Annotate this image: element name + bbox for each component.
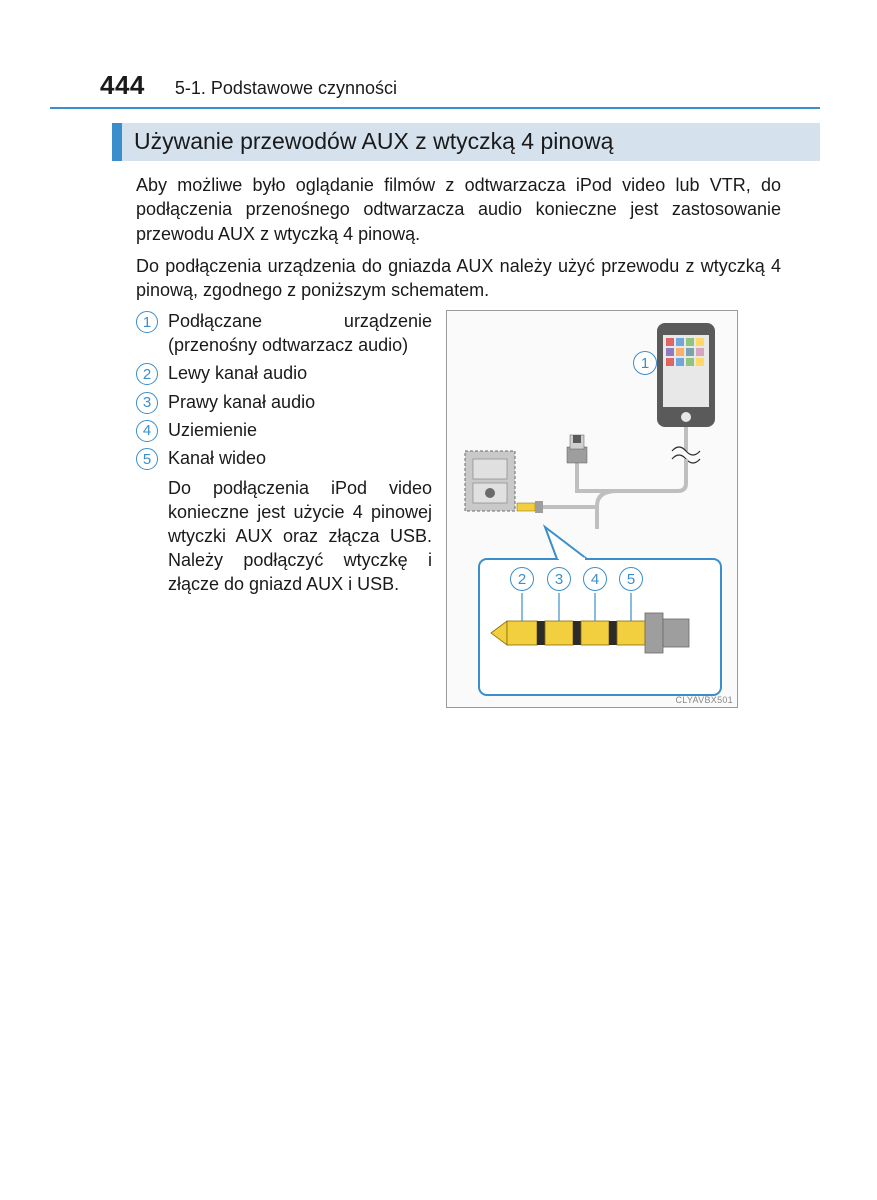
- list-item: 1 Podłączane urządzenie (przenośny odtwa…: [136, 310, 432, 357]
- page-number: 444: [100, 70, 145, 101]
- list-item: 5 Kanał wideo: [136, 447, 432, 470]
- connection-diagram: 1 2 3 4 5 CLYAVBX501: [446, 310, 738, 708]
- list-note: Do podłączenia iPod video konieczne jest…: [168, 476, 432, 597]
- list-number-1: 1: [136, 311, 158, 333]
- list-item: 2 Lewy kanał audio: [136, 362, 432, 385]
- list-number-3: 3: [136, 392, 158, 414]
- legend-column: 1 Podłączane urządzenie (przenośny odtwa…: [136, 310, 432, 708]
- title-accent: [112, 123, 122, 161]
- list-text-5: Kanał wideo: [168, 447, 432, 470]
- diagram-svg: [447, 311, 739, 709]
- section-title-bar: Używanie przewodów AUX z wtyczką 4 pinow…: [112, 123, 820, 161]
- list-item: 4 Uziemienie: [136, 419, 432, 442]
- figure-code: CLYAVBX501: [675, 695, 733, 705]
- list-number-2: 2: [136, 363, 158, 385]
- list-number-4: 4: [136, 420, 158, 442]
- list-text-3: Prawy kanał audio: [168, 391, 432, 414]
- list-number-5: 5: [136, 448, 158, 470]
- list-text-1: Podłączane urządzenie (przenośny odtwarz…: [168, 310, 432, 357]
- section-label: 5-1. Podstawowe czynności: [175, 78, 397, 99]
- intro-paragraph-2: Do podłączenia urządzenia do gniazda AUX…: [136, 254, 781, 303]
- list-text-4: Uziemienie: [168, 419, 432, 442]
- page-header: 444 5-1. Podstawowe czynności: [50, 70, 820, 101]
- header-rule: [50, 107, 820, 109]
- intro-paragraph-1: Aby możliwe było oglądanie filmów z odtw…: [136, 173, 781, 246]
- list-item: 3 Prawy kanał audio: [136, 391, 432, 414]
- list-text-2: Lewy kanał audio: [168, 362, 432, 385]
- section-title: Używanie przewodów AUX z wtyczką 4 pinow…: [122, 123, 820, 161]
